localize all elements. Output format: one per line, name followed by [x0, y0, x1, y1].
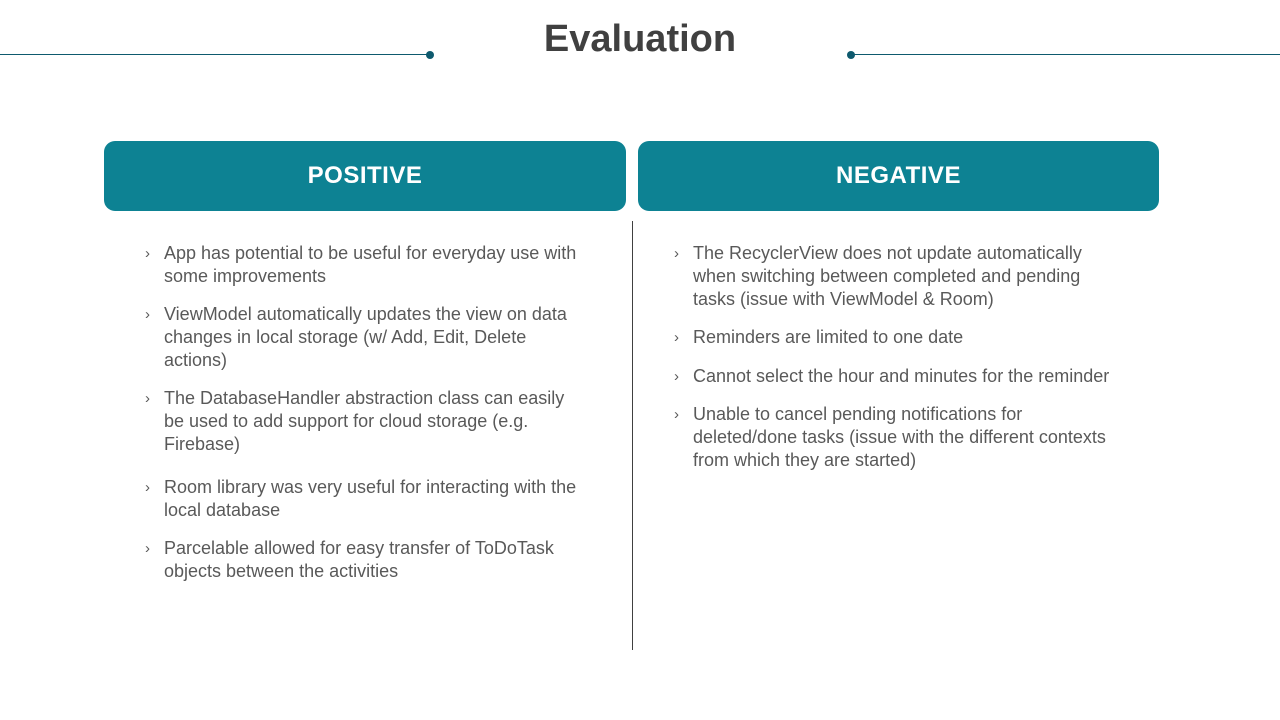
- title-rule-left: [0, 54, 430, 55]
- negative-list-item: › Cannot select the hour and minutes for…: [672, 365, 1117, 388]
- positive-list-item: › Room library was very useful for inter…: [143, 476, 588, 522]
- negative-list-item: › Reminders are limited to one date: [672, 326, 1117, 349]
- chevron-right-icon: ›: [674, 368, 679, 385]
- negative-item-text: Cannot select the hour and minutes for t…: [693, 366, 1110, 386]
- positive-header-label: POSITIVE: [307, 162, 423, 189]
- chevron-right-icon: ›: [674, 329, 679, 346]
- title-rule-right: [851, 54, 1280, 55]
- chevron-right-icon: ›: [145, 245, 150, 262]
- chevron-right-icon: ›: [674, 406, 679, 423]
- positive-item-text: ViewModel automatically updates the view…: [164, 304, 567, 370]
- chevron-right-icon: ›: [145, 306, 150, 323]
- title-rule-left-dot: [426, 51, 434, 59]
- positive-item-text: App has potential to be useful for every…: [164, 243, 577, 286]
- slide-title: Evaluation: [543, 18, 737, 60]
- positive-item-text: Room library was very useful for interac…: [164, 477, 577, 520]
- chevron-right-icon: ›: [145, 540, 150, 557]
- chevron-right-icon: ›: [145, 390, 150, 407]
- positive-list-item: › App has potential to be useful for eve…: [143, 242, 588, 288]
- chevron-right-icon: ›: [145, 479, 150, 496]
- positive-item-text: The DatabaseHandler abstraction class ca…: [164, 388, 565, 454]
- negative-item-text: The RecyclerView does not update automat…: [693, 243, 1082, 309]
- positive-list-item: › ViewModel automatically updates the vi…: [143, 303, 588, 372]
- negative-item-text: Reminders are limited to one date: [693, 327, 964, 347]
- negative-header: NEGATIVE: [638, 141, 1159, 211]
- column-divider: [632, 221, 633, 650]
- positive-item-text: Parcelable allowed for easy transfer of …: [164, 538, 554, 581]
- positive-list-item: › The DatabaseHandler abstraction class …: [143, 387, 588, 456]
- chevron-right-icon: ›: [674, 245, 679, 262]
- title-rule-right-dot: [847, 51, 855, 59]
- negative-list-item: › The RecyclerView does not update autom…: [672, 242, 1117, 311]
- negative-list: › The RecyclerView does not update autom…: [672, 242, 1117, 487]
- positive-list: › App has potential to be useful for eve…: [143, 242, 588, 598]
- negative-item-text: Unable to cancel pending notifications f…: [693, 404, 1106, 470]
- negative-header-label: NEGATIVE: [836, 162, 961, 189]
- positive-list-item: › Parcelable allowed for easy transfer o…: [143, 537, 588, 583]
- negative-list-item: › Unable to cancel pending notifications…: [672, 403, 1117, 472]
- positive-header: POSITIVE: [104, 141, 626, 211]
